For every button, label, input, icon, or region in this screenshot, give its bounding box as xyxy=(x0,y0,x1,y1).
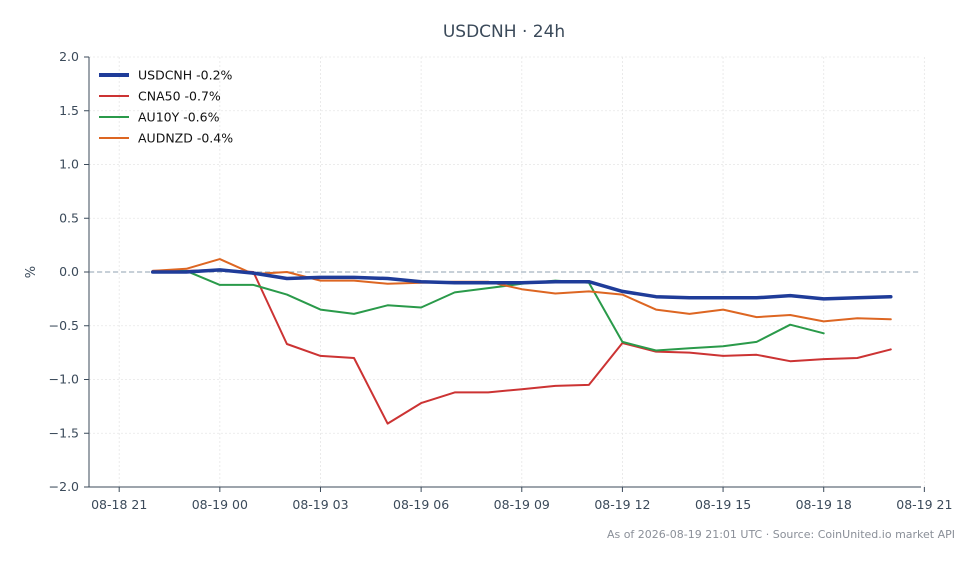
x-tick-label: 08-19 03 xyxy=(292,497,348,512)
y-tick-label: −2.0 xyxy=(49,479,79,494)
series-line-usdcnh xyxy=(150,268,893,301)
x-tick-label: 08-19 21 xyxy=(896,497,952,512)
y-tick-label: 2.0 xyxy=(59,49,79,64)
y-tick-label: 0.0 xyxy=(59,264,79,279)
x-tick-label: 08-19 06 xyxy=(393,497,449,512)
chart-title: USDCNH · 24h xyxy=(443,22,565,42)
x-tick-label: 08-19 12 xyxy=(594,497,650,512)
x-tick-label: 08-19 18 xyxy=(796,497,852,512)
x-tick-label: 08-18 21 xyxy=(91,497,147,512)
x-tick-label: 08-19 09 xyxy=(494,497,550,512)
y-axis-ticks: 2.0 1.5 1.0 0.5 0.0 −0.5 −1.0 −1.5 −2.0 xyxy=(49,49,89,494)
source-footer: As of 2026-08-19 21:01 UTC · Source: Coi… xyxy=(607,528,955,541)
x-axis-ticks: 08-18 21 08-19 00 08-19 03 08-19 06 08-19 09… xyxy=(91,487,952,512)
y-tick-label: 1.0 xyxy=(59,157,79,172)
legend-label-cna50: CNA50 -0.7% xyxy=(138,89,221,104)
y-tick-label: −0.5 xyxy=(49,318,79,333)
y-tick-label: 1.5 xyxy=(59,103,79,118)
series-line-au10y xyxy=(151,269,825,352)
legend: USDCNH -0.2% CNA50 -0.7% AU10Y -0.6% AUDNZD… xyxy=(99,68,233,146)
y-axis-label: % xyxy=(24,266,39,278)
y-tick-label: −1.5 xyxy=(49,425,79,440)
y-tick-label: −1.0 xyxy=(49,372,79,387)
series-lines xyxy=(150,258,893,425)
legend-label-audnzd: AUDNZD -0.4% xyxy=(138,131,233,146)
series-line-audnzd xyxy=(151,258,892,323)
series-line-cna50 xyxy=(151,268,892,425)
legend-label-au10y: AU10Y -0.6% xyxy=(138,110,220,125)
x-tick-label: 08-19 15 xyxy=(695,497,751,512)
y-tick-label: 0.5 xyxy=(59,210,79,225)
legend-label-usdcnh: USDCNH -0.2% xyxy=(138,68,233,83)
x-tick-label: 08-19 00 xyxy=(192,497,248,512)
